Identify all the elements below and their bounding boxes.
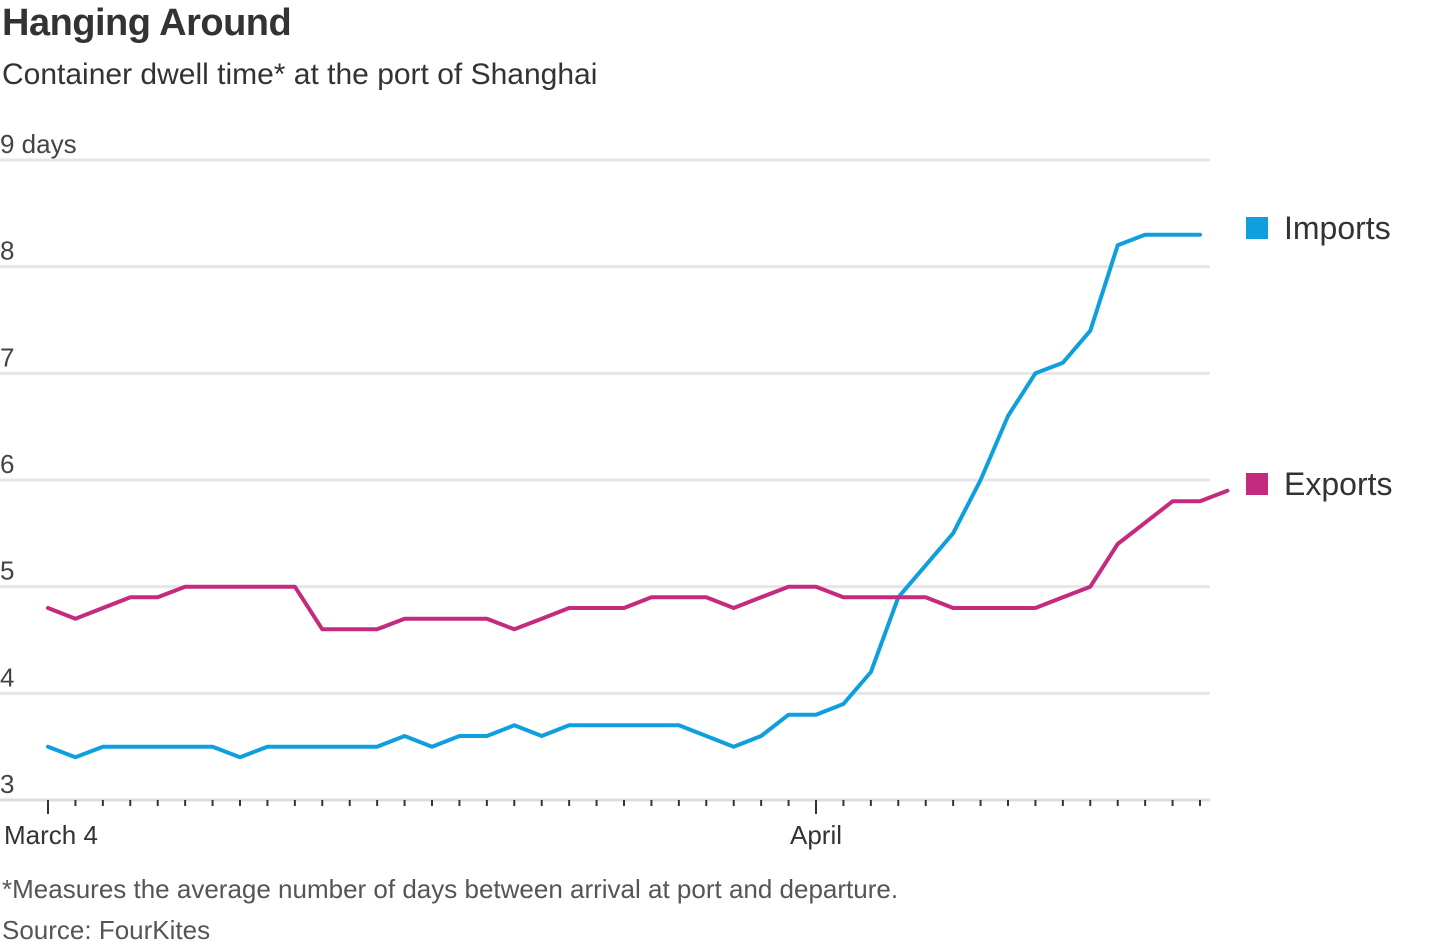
chart-subtitle: Container dwell time* at the port of Sha… xyxy=(2,58,598,91)
y-tick-label-8: 8 xyxy=(0,236,14,266)
series-lines xyxy=(46,232,1230,760)
footnote: *Measures the average number of days bet… xyxy=(2,874,899,904)
x-tick-label-march-4: March 4 xyxy=(4,820,98,850)
y-tick-label-7: 7 xyxy=(0,342,14,372)
legend-label-imports: Imports xyxy=(1284,209,1391,246)
y-tick-label-9: 9 days xyxy=(0,129,77,159)
series-line-exports xyxy=(46,488,1230,632)
legend-label-exports: Exports xyxy=(1284,465,1393,502)
legend-swatch-exports xyxy=(1246,473,1268,495)
y-tick-label-4: 4 xyxy=(0,662,14,692)
chart-title: Hanging Around xyxy=(2,2,292,44)
y-tick-label-3: 3 xyxy=(0,769,14,799)
legend-item-exports: Exports xyxy=(1246,464,1392,504)
source-note: Source: FourKites xyxy=(2,915,211,945)
y-axis-labels: 3 4 5 6 7 8 9 days xyxy=(0,129,77,799)
legend-item-imports: Imports xyxy=(1246,208,1391,248)
x-axis: March 4 April xyxy=(0,798,1210,850)
y-tick-label-5: 5 xyxy=(0,556,14,586)
legend-swatch-imports xyxy=(1246,217,1268,239)
series-line-imports xyxy=(46,232,1202,760)
x-tick-label-april: April xyxy=(790,820,842,850)
gridlines xyxy=(0,158,1210,695)
y-tick-label-6: 6 xyxy=(0,449,14,479)
